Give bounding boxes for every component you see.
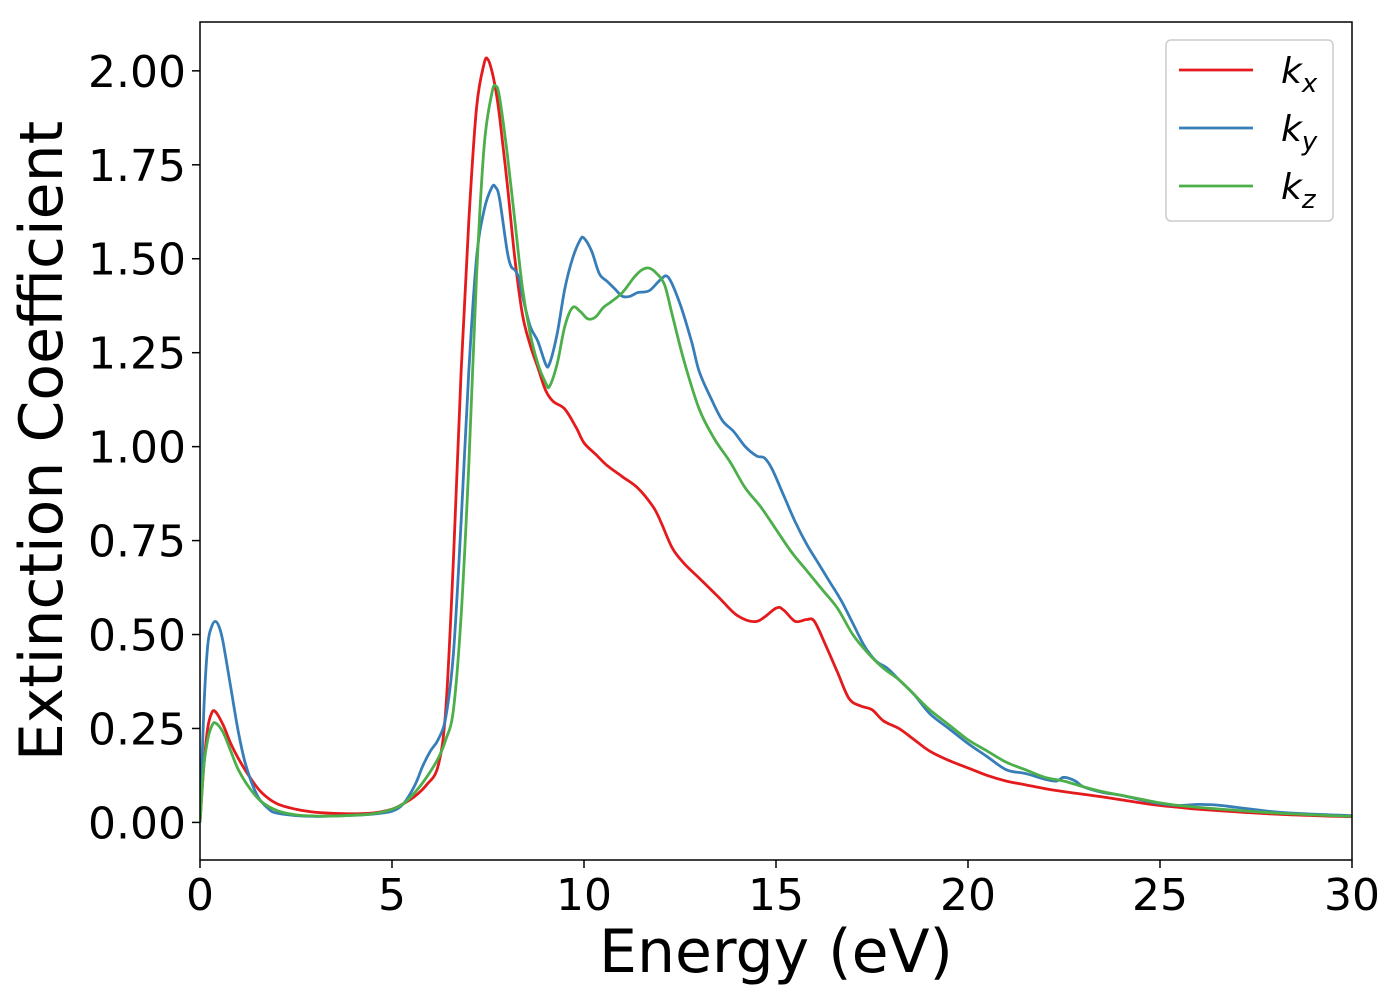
y-tick-label: 0.50 bbox=[88, 611, 186, 662]
x-tick-label: 10 bbox=[556, 870, 612, 921]
x-tick-label: 25 bbox=[1132, 870, 1188, 921]
y-tick-label: 2.00 bbox=[88, 47, 186, 98]
legend-box bbox=[1165, 39, 1334, 222]
y-tick-label: 0.25 bbox=[88, 704, 186, 755]
series-line-kz bbox=[200, 83, 1352, 823]
x-tick-label: 15 bbox=[748, 870, 804, 921]
legend-label-ky: ky bbox=[1281, 109, 1318, 157]
series-layer bbox=[200, 56, 1352, 823]
y-tick-label: 1.50 bbox=[88, 235, 186, 286]
y-tick-label: 1.25 bbox=[88, 329, 186, 380]
x-tick-label: 0 bbox=[186, 870, 214, 921]
legend-label-kz: kz bbox=[1281, 167, 1317, 215]
legend-label-subscript: z bbox=[1301, 185, 1317, 215]
legend-label-base: k bbox=[1281, 51, 1304, 92]
y-tick-label: 0.75 bbox=[88, 517, 186, 568]
legend-label-base: k bbox=[1281, 167, 1304, 208]
legend-label-base: k bbox=[1281, 109, 1304, 150]
x-tick-label: 30 bbox=[1324, 870, 1380, 921]
legend-label-subscript: x bbox=[1301, 69, 1318, 99]
legend-label-kx: kx bbox=[1281, 51, 1318, 99]
y-tick-label: 1.00 bbox=[88, 423, 186, 474]
y-tick-label: 1.75 bbox=[88, 141, 186, 192]
legend-label-subscript: y bbox=[1301, 127, 1318, 157]
y-tick-label: 0.00 bbox=[88, 798, 186, 849]
x-tick-label: 5 bbox=[378, 870, 406, 921]
x-tick-label: 20 bbox=[940, 870, 996, 921]
y-axis: 0.00 0.25 0.50 0.75 1.00 1.25 1.50 1.75 2.00 bbox=[88, 47, 200, 849]
series-line-ky bbox=[200, 183, 1352, 823]
x-axis: 0 5 10 15 20 25 30 bbox=[186, 860, 1380, 921]
x-axis-label: Energy (eV) bbox=[599, 917, 953, 987]
y-axis-label: Extinction Coefficient bbox=[7, 121, 77, 761]
